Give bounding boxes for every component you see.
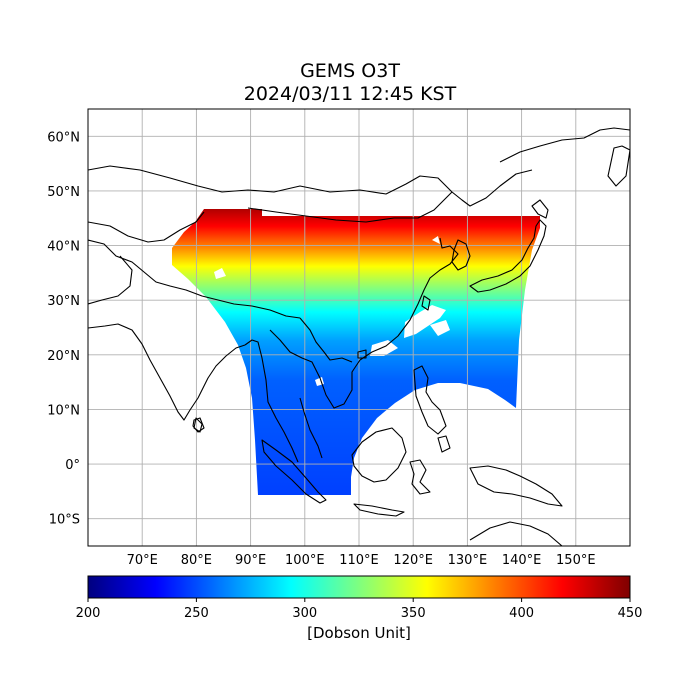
colorbar-tick-label: 200 <box>76 606 101 621</box>
colorbar-tick-label: 400 <box>509 606 534 621</box>
lon-tick-label: 110°E <box>339 553 379 568</box>
missing-data-patches <box>214 236 450 386</box>
colorbar-tick-label: 450 <box>618 606 643 621</box>
lat-tick-label: 10°N <box>47 403 80 418</box>
lon-tick-label: 130°E <box>448 553 488 568</box>
chart-subtitle: 2024/03/11 12:45 KST <box>243 83 457 105</box>
lon-tick-label: 70°E <box>127 553 158 568</box>
gridlines <box>88 109 630 546</box>
lon-tick-labels: 70°E 80°E 90°E 100°E 110°E 120°E 130°E 140°E 150… <box>127 553 596 568</box>
lon-tick-label: 140°E <box>502 553 542 568</box>
lat-tick-label: 10°S <box>49 513 80 528</box>
lat-tick-label: 60°N <box>47 130 80 145</box>
lon-tick-label: 100°E <box>285 553 325 568</box>
colorbar <box>87 575 631 599</box>
colorbar-tick-label: 250 <box>184 606 209 621</box>
lat-tick-label: 40°N <box>47 240 80 255</box>
colorbar-tick-label: 350 <box>401 606 426 621</box>
lon-tick-label: 150°E <box>556 553 596 568</box>
lat-tick-label: 20°N <box>47 349 80 364</box>
lon-tick-label: 80°E <box>181 553 212 568</box>
map-frame <box>87 108 631 547</box>
colorbar-tick-label: 300 <box>292 606 317 621</box>
colorbar-label: [Dobson Unit] <box>307 624 411 642</box>
colorbar-ticks: 200 250 300 350 400 450 <box>76 598 643 621</box>
ozone-field <box>172 209 540 495</box>
coastlines <box>88 127 630 546</box>
lat-tick-label: 50°N <box>47 185 80 200</box>
lon-tick-label: 90°E <box>235 553 266 568</box>
lon-tick-label: 120°E <box>393 553 433 568</box>
chart-title: GEMS O3T <box>300 60 400 82</box>
lat-tick-label: 30°N <box>47 294 80 309</box>
lat-tick-label: 0° <box>65 458 80 473</box>
lat-tick-labels: 60°N 50°N 40°N 30°N 20°N 10°N 0° 10°S <box>47 130 80 527</box>
